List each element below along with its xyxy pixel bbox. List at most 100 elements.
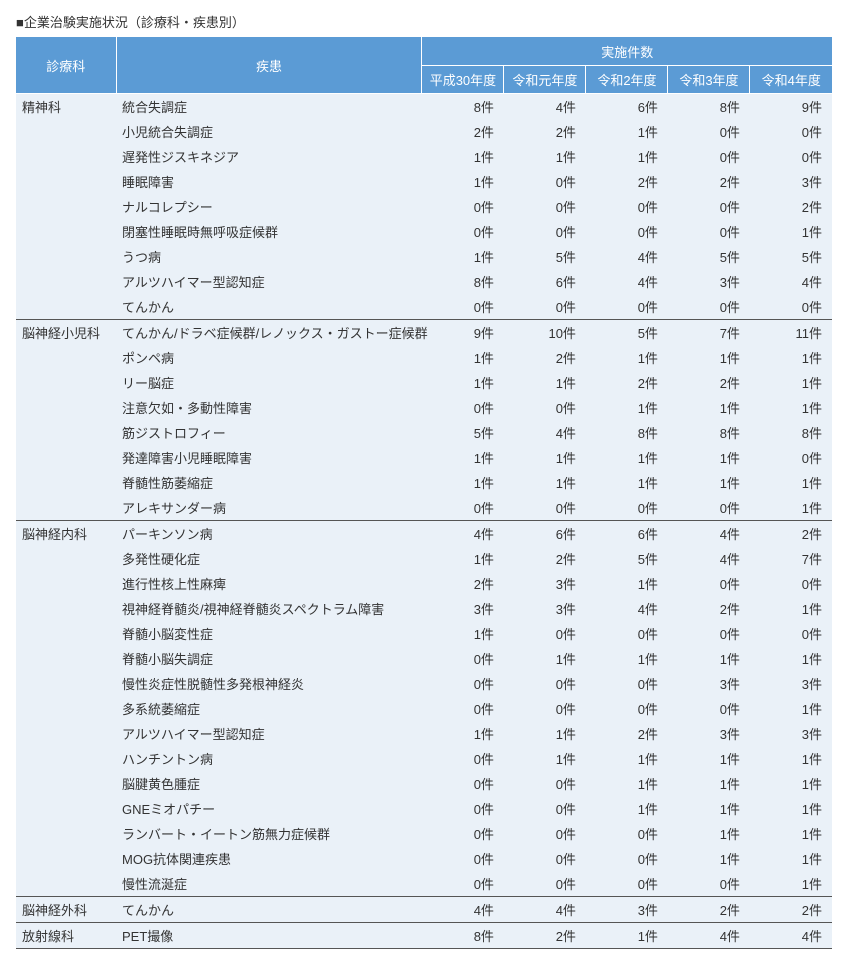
- cell-value: 2件: [422, 571, 504, 596]
- cell-value: 5件: [422, 420, 504, 445]
- cell-value: 2件: [504, 546, 586, 571]
- cell-dept: 精神科: [16, 94, 116, 120]
- cell-value: 0件: [586, 495, 668, 521]
- cell-value: 0件: [504, 219, 586, 244]
- cell-value: 3件: [586, 897, 668, 923]
- table-row: 遅発性ジスキネジア1件1件1件0件0件: [16, 144, 832, 169]
- cell-value: 0件: [504, 846, 586, 871]
- table-row: 注意欠如・多動性障害0件0件1件1件1件: [16, 395, 832, 420]
- cell-value: 0件: [504, 696, 586, 721]
- cell-dept: [16, 370, 116, 395]
- cell-value: 0件: [750, 445, 832, 470]
- cell-value: 0件: [668, 571, 750, 596]
- cell-dept: [16, 244, 116, 269]
- cell-value: 0件: [422, 746, 504, 771]
- cell-value: 0件: [504, 621, 586, 646]
- cell-value: 1件: [422, 169, 504, 194]
- cell-value: 8件: [422, 94, 504, 120]
- cell-value: 3件: [422, 596, 504, 621]
- cell-value: 7件: [668, 320, 750, 346]
- cell-value: 1件: [422, 546, 504, 571]
- cell-value: 0件: [422, 194, 504, 219]
- cell-value: 0件: [422, 495, 504, 521]
- table-row: てんかん0件0件0件0件0件: [16, 294, 832, 320]
- cell-value: 1件: [750, 370, 832, 395]
- cell-dept: [16, 596, 116, 621]
- cell-disease: アルツハイマー型認知症: [116, 721, 422, 746]
- cell-value: 4件: [750, 269, 832, 294]
- cell-value: 0件: [586, 671, 668, 696]
- cell-value: 0件: [422, 294, 504, 320]
- cell-value: 1件: [750, 746, 832, 771]
- cell-dept: [16, 771, 116, 796]
- cell-disease: 多系統萎縮症: [116, 696, 422, 721]
- cell-value: 9件: [422, 320, 504, 346]
- cell-value: 6件: [586, 521, 668, 547]
- cell-value: 7件: [750, 546, 832, 571]
- table-row: 慢性流涎症0件0件0件0件1件: [16, 871, 832, 897]
- cell-dept: [16, 269, 116, 294]
- cell-value: 4件: [668, 923, 750, 949]
- cell-dept: [16, 219, 116, 244]
- cell-disease: 慢性炎症性脱髄性多発根神経炎: [116, 671, 422, 696]
- col-year-0: 平成30年度: [422, 66, 504, 94]
- cell-value: 0件: [586, 219, 668, 244]
- cell-value: 5件: [750, 244, 832, 269]
- cell-value: 3件: [668, 721, 750, 746]
- cell-value: 4件: [504, 420, 586, 445]
- cell-disease: アレキサンダー病: [116, 495, 422, 521]
- cell-value: 0件: [422, 671, 504, 696]
- cell-value: 0件: [504, 294, 586, 320]
- cell-value: 1件: [668, 445, 750, 470]
- cell-value: 3件: [750, 721, 832, 746]
- cell-value: 0件: [668, 119, 750, 144]
- table-row: 精神科統合失調症8件4件6件8件9件: [16, 94, 832, 120]
- cell-value: 1件: [422, 621, 504, 646]
- table-row: リー脳症1件1件2件2件1件: [16, 370, 832, 395]
- cell-disease: リー脳症: [116, 370, 422, 395]
- cell-value: 4件: [504, 897, 586, 923]
- cell-dept: 放射線科: [16, 923, 116, 949]
- table-row: GNEミオパチー0件0件1件1件1件: [16, 796, 832, 821]
- col-year-3: 令和3年度: [668, 66, 750, 94]
- cell-value: 8件: [668, 94, 750, 120]
- cell-value: 1件: [668, 821, 750, 846]
- table-row: 多発性硬化症1件2件5件4件7件: [16, 546, 832, 571]
- cell-value: 1件: [668, 746, 750, 771]
- table-row: 脊髄小脳変性症1件0件0件0件0件: [16, 621, 832, 646]
- cell-value: 0件: [668, 871, 750, 897]
- cell-value: 0件: [750, 119, 832, 144]
- cell-value: 1件: [750, 646, 832, 671]
- cell-value: 1件: [504, 746, 586, 771]
- cell-value: 1件: [750, 821, 832, 846]
- cell-value: 1件: [586, 470, 668, 495]
- cell-value: 1件: [750, 395, 832, 420]
- cell-dept: 脳神経内科: [16, 521, 116, 547]
- table-row: 進行性核上性麻痺2件3件1件0件0件: [16, 571, 832, 596]
- cell-value: 0件: [504, 495, 586, 521]
- cell-value: 3件: [504, 571, 586, 596]
- cell-disease: 多発性硬化症: [116, 546, 422, 571]
- cell-value: 0件: [504, 395, 586, 420]
- cell-disease: パーキンソン病: [116, 521, 422, 547]
- cell-value: 0件: [422, 646, 504, 671]
- cell-value: 3件: [668, 671, 750, 696]
- table-row: ポンペ病1件2件1件1件1件: [16, 345, 832, 370]
- table-row: MOG抗体関連疾患0件0件0件1件1件: [16, 846, 832, 871]
- cell-value: 4件: [750, 923, 832, 949]
- cell-value: 8件: [422, 923, 504, 949]
- cell-disease: 視神経脊髄炎/視神経脊髄炎スペクトラム障害: [116, 596, 422, 621]
- cell-value: 0件: [586, 696, 668, 721]
- cell-value: 0件: [504, 194, 586, 219]
- cell-value: 1件: [750, 345, 832, 370]
- cell-value: 3件: [750, 169, 832, 194]
- cell-value: 0件: [422, 846, 504, 871]
- cell-value: 1件: [504, 646, 586, 671]
- table-row: ナルコレプシー0件0件0件0件2件: [16, 194, 832, 219]
- cell-disease: PET撮像: [116, 923, 422, 949]
- cell-value: 2件: [668, 897, 750, 923]
- cell-value: 0件: [586, 871, 668, 897]
- cell-disease: 筋ジストロフィー: [116, 420, 422, 445]
- cell-value: 1件: [750, 470, 832, 495]
- cell-value: 1件: [586, 646, 668, 671]
